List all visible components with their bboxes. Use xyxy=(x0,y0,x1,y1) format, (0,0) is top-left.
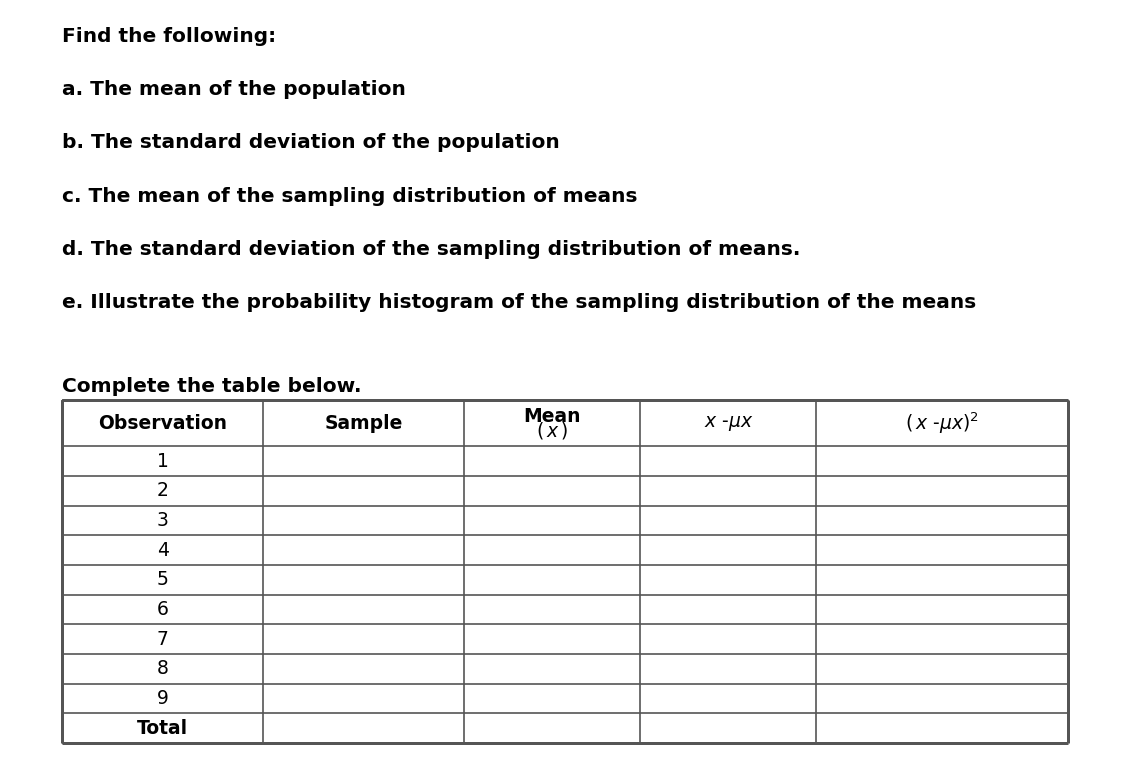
Text: Observation: Observation xyxy=(98,414,227,433)
Text: c. The mean of the sampling distribution of means: c. The mean of the sampling distribution… xyxy=(62,187,637,206)
Text: 7: 7 xyxy=(157,629,168,648)
Text: e. Illustrate the probability histogram of the sampling distribution of the mean: e. Illustrate the probability histogram … xyxy=(62,293,976,312)
Text: 9: 9 xyxy=(157,689,168,708)
Text: $(\,x$ -$\mu x)^{2}$: $(\,x$ -$\mu x)^{2}$ xyxy=(905,411,979,436)
Text: $(\,x\,)$: $(\,x\,)$ xyxy=(537,420,568,441)
Text: Total: Total xyxy=(137,719,189,738)
Text: 3: 3 xyxy=(157,511,168,530)
Text: 5: 5 xyxy=(157,570,168,589)
Text: 6: 6 xyxy=(157,600,168,619)
Text: Complete the table below.: Complete the table below. xyxy=(62,377,362,396)
Text: a. The mean of the population: a. The mean of the population xyxy=(62,80,406,99)
Text: 1: 1 xyxy=(157,452,168,471)
Text: d. The standard deviation of the sampling distribution of means.: d. The standard deviation of the samplin… xyxy=(62,240,800,259)
Text: Mean: Mean xyxy=(523,407,581,426)
Text: Find the following:: Find the following: xyxy=(62,27,276,46)
Text: Sample: Sample xyxy=(324,414,403,433)
Text: $x$ -$\mu x$: $x$ -$\mu x$ xyxy=(704,414,754,433)
Text: 2: 2 xyxy=(157,482,168,501)
Text: 4: 4 xyxy=(157,541,168,559)
Text: b. The standard deviation of the population: b. The standard deviation of the populat… xyxy=(62,133,559,152)
Text: 8: 8 xyxy=(157,659,168,678)
